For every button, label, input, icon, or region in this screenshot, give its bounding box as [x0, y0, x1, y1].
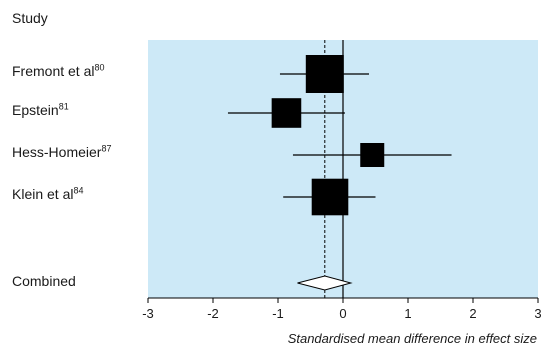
- study-reference: 81: [58, 101, 69, 112]
- study-name: Epstein: [12, 102, 59, 118]
- x-tick-label: -3: [142, 306, 154, 321]
- x-tick-label: 2: [469, 306, 476, 321]
- study-reference: 84: [73, 185, 84, 196]
- study-label: Klein et al84: [12, 186, 84, 202]
- study-name: Fremont et al: [12, 63, 95, 79]
- study-column-header: Study: [12, 10, 48, 26]
- x-tick-label: 1: [404, 306, 411, 321]
- combined-label: Combined: [12, 273, 76, 289]
- study-reference: 87: [101, 143, 112, 154]
- effect-marker: [311, 178, 349, 216]
- effect-marker: [271, 98, 302, 128]
- x-tick-label: -1: [272, 306, 284, 321]
- study-label: Fremont et al80: [12, 63, 105, 79]
- x-tick-label: 3: [534, 306, 541, 321]
- effect-marker: [305, 55, 344, 93]
- effect-marker: [360, 143, 385, 167]
- study-label: Epstein81: [12, 102, 69, 118]
- x-axis-label: Standardised mean difference in effect s…: [287, 331, 537, 346]
- x-tick-label: -2: [207, 306, 219, 321]
- study-label: Hess-Homeier87: [12, 144, 111, 160]
- study-name: Hess-Homeier: [12, 144, 102, 160]
- combined-diamond: [297, 275, 353, 291]
- x-tick-label: 0: [339, 306, 346, 321]
- study-reference: 80: [94, 62, 105, 73]
- study-name: Klein et al: [12, 186, 74, 202]
